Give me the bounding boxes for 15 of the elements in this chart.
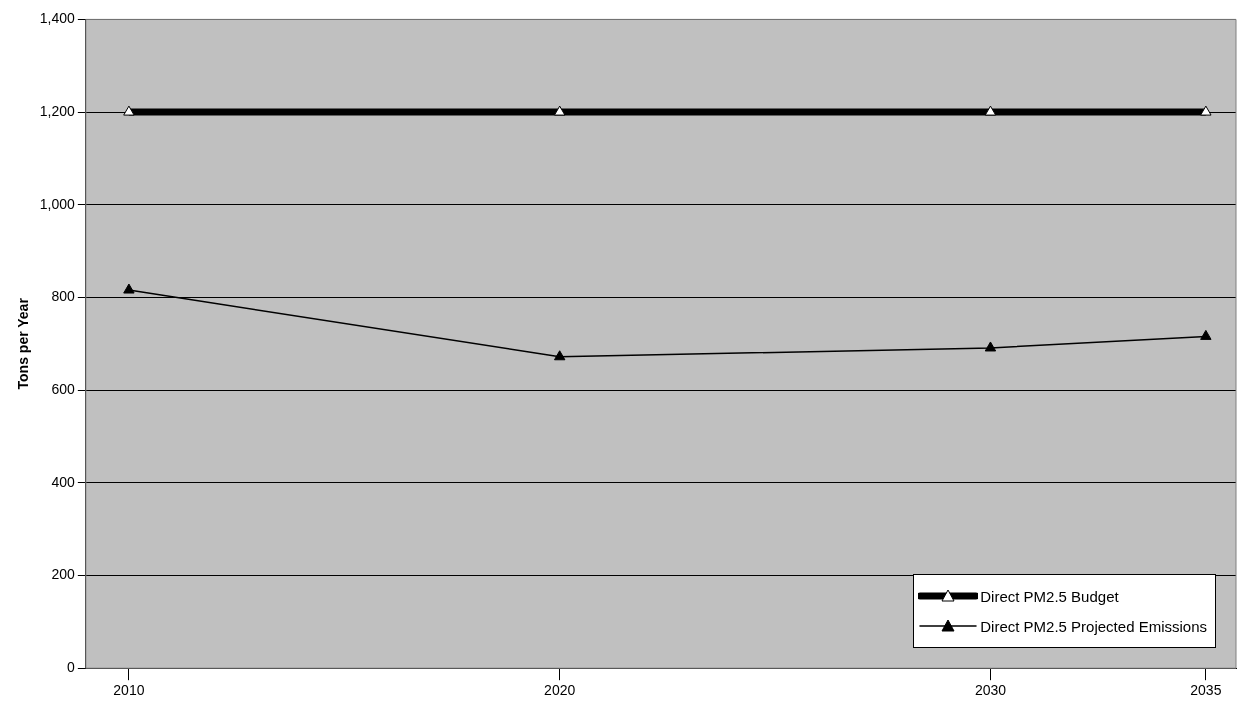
- y-tick-label: 0: [67, 659, 76, 676]
- x-tick-label: 2020: [544, 682, 576, 699]
- x-tick-label: 2030: [974, 682, 1007, 699]
- y-tick-label: 1,400: [39, 10, 76, 27]
- y-tick-label: 600: [51, 381, 76, 397]
- legend-label: Direct PM2.5 Projected Emissions: [980, 617, 1207, 635]
- x-tick-label: 2035: [1190, 682, 1222, 699]
- y-tick-label: 1,000: [39, 195, 76, 212]
- legend-label: Direct PM2.5 Budget: [980, 587, 1119, 605]
- y-tick-label: 200: [51, 566, 76, 583]
- y-tick-label: 800: [51, 288, 76, 305]
- x-tick-label: 2010: [113, 682, 145, 699]
- y-tick-label: 1,200: [39, 102, 76, 119]
- y-tick-label: 400: [51, 473, 76, 490]
- y-axis-title: Tons per Year: [15, 297, 32, 390]
